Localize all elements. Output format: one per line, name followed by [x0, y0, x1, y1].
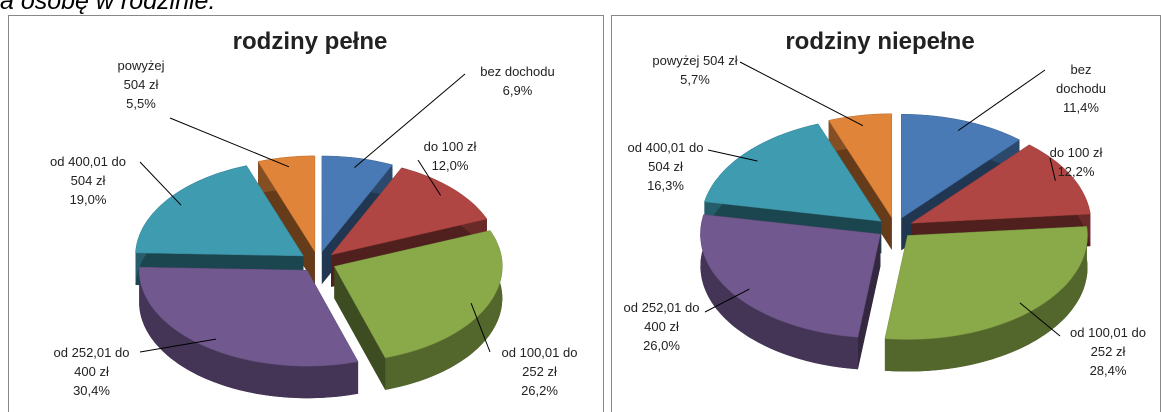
- slice-side: [884, 226, 1088, 372]
- slice: [138, 266, 359, 367]
- data-label: od 252,01 do 400 zł 26,0%: [614, 298, 709, 355]
- value-label: 19,0%: [69, 192, 107, 207]
- slice: [330, 167, 488, 256]
- data-label: od 100,01 do 252 zł 26,2%: [492, 343, 587, 400]
- leader-line: [957, 69, 1046, 132]
- data-label: powyżej 504 zł 5,7%: [640, 51, 750, 89]
- slice: [704, 123, 882, 222]
- category-label: bez dochodu: [1056, 62, 1106, 96]
- leader-line: [739, 61, 864, 127]
- leader-line: [169, 117, 290, 168]
- header-text: a osobę w rodzinie.: [0, 0, 216, 15]
- value-label: 6,9%: [502, 83, 533, 98]
- leader-line: [470, 303, 491, 353]
- chart-frame: [8, 15, 604, 412]
- slice-side: [139, 267, 359, 399]
- data-label: od 400,01 do 504 zł 16,3%: [618, 138, 713, 195]
- category-label: od 100,01 do 252 zł: [501, 345, 578, 379]
- slice: [321, 155, 393, 253]
- category-label: od 252,01 do 400 zł: [53, 345, 130, 379]
- category-label: od 252,01 do 400 zł: [623, 300, 700, 334]
- pie: [135, 155, 503, 399]
- category-label: powyżej 504 zł: [652, 53, 738, 68]
- value-label: 11,4%: [1063, 100, 1099, 115]
- value-label: 5,5%: [126, 96, 156, 111]
- slice: [257, 155, 316, 253]
- category-label: powyżej 504 zł: [117, 58, 165, 92]
- value-label: 12,2%: [1057, 164, 1095, 179]
- data-label: od 400,01 do 504 zł 19,0%: [38, 152, 138, 209]
- data-label: bez dochodu 6,9%: [470, 62, 565, 100]
- data-label: od 100,01 do 252 zł 28,4%: [1058, 323, 1158, 380]
- slice: [901, 114, 1021, 219]
- slice: [910, 144, 1091, 224]
- category-label: do 100 zł: [1049, 145, 1103, 160]
- leader-line: [704, 288, 750, 313]
- slice: [333, 230, 503, 359]
- chart-title: rodziny pełne: [232, 28, 388, 55]
- value-label: 5,7%: [680, 72, 710, 87]
- value-label: 26,0%: [643, 338, 680, 353]
- slice: [135, 165, 304, 257]
- data-label: do 100 zł 12,0%: [420, 137, 480, 175]
- slice-side: [700, 214, 858, 370]
- value-label: 28,4%: [1089, 363, 1127, 378]
- chart-title: rodziny niepełne: [785, 28, 975, 55]
- value-label: 12,0%: [431, 158, 469, 173]
- slice: [884, 226, 1088, 340]
- slice: [700, 214, 881, 338]
- slice-wall: [334, 266, 386, 390]
- value-label: 30,4%: [73, 383, 110, 398]
- category-label: od 400,01 do 504 zł: [50, 154, 126, 188]
- pie: [700, 113, 1091, 372]
- category-label: od 400,01 do 504 zł: [627, 140, 704, 174]
- leader-line: [417, 159, 442, 196]
- leader-line: [1049, 157, 1056, 181]
- slice-side: [385, 230, 503, 390]
- category-label: bez dochodu: [480, 64, 555, 79]
- data-label: bez dochodu 11,4%: [1046, 60, 1116, 117]
- slice: [828, 113, 893, 219]
- value-label: 16,3%: [647, 178, 684, 193]
- value-label: 26,2%: [521, 383, 558, 398]
- category-label: do 100 zł: [423, 139, 477, 154]
- leader-line: [1019, 302, 1061, 337]
- leader-line: [354, 73, 466, 168]
- data-label: od 252,01 do 400 zł 30,4%: [44, 343, 139, 400]
- leader-line: [139, 161, 182, 206]
- data-label: powyżej 504 zł 5,5%: [112, 56, 170, 113]
- data-label: do 100 zł 12,2%: [1046, 143, 1106, 181]
- slice-wall: [857, 234, 881, 370]
- category-label: od 100,01 do 252 zł: [1070, 325, 1146, 359]
- leader-line: [139, 338, 217, 353]
- leader-line: [707, 149, 758, 162]
